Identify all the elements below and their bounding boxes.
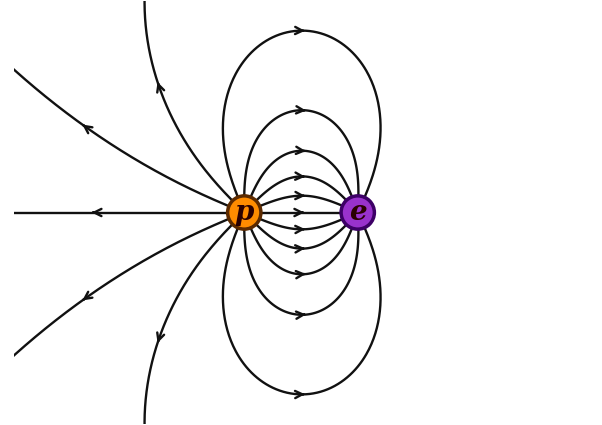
Circle shape bbox=[228, 196, 261, 229]
Circle shape bbox=[341, 196, 374, 229]
Text: e: e bbox=[349, 199, 367, 226]
Text: p: p bbox=[235, 199, 254, 226]
